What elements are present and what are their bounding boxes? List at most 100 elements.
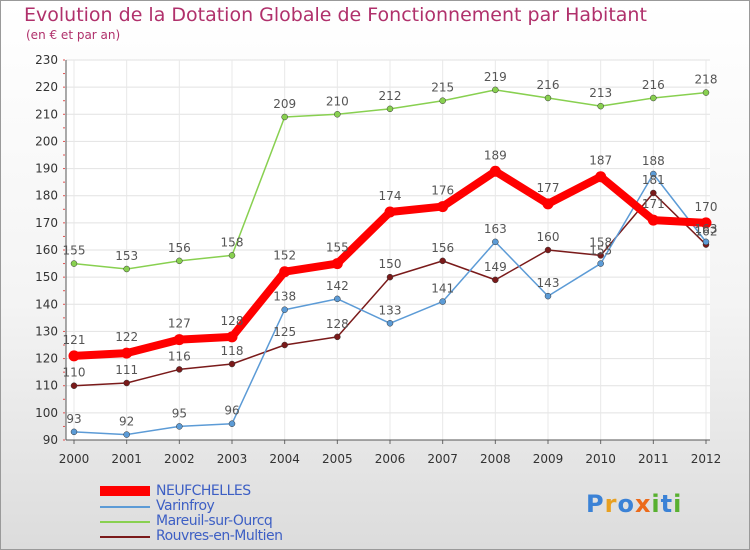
data-point <box>597 260 604 267</box>
y-tick-label: 110 <box>35 379 58 393</box>
data-label: 150 <box>379 257 402 271</box>
data-point <box>544 246 552 254</box>
x-tick-label: 2009 <box>533 452 564 466</box>
data-label: 176 <box>431 184 454 198</box>
x-tick-label: 2007 <box>427 452 458 466</box>
data-label: 121 <box>63 333 86 347</box>
x-tick-label: 2010 <box>585 452 616 466</box>
data-label: 216 <box>642 78 665 92</box>
data-point <box>281 341 288 349</box>
x-tick-label: 2008 <box>480 452 511 466</box>
data-label: 155 <box>589 244 612 258</box>
data-point <box>226 331 238 343</box>
data-point <box>68 350 80 362</box>
y-tick-label: 140 <box>35 297 58 311</box>
legend-swatch-varinfroy <box>100 506 150 508</box>
data-label: 110 <box>63 366 86 380</box>
y-tick-label: 160 <box>35 243 58 257</box>
data-label: 189 <box>484 148 507 162</box>
y-tick-label: 230 <box>35 53 58 67</box>
y-tick-label: 220 <box>35 80 58 94</box>
data-label: 155 <box>326 241 349 255</box>
data-label: 133 <box>379 303 402 317</box>
data-label: 125 <box>273 325 296 339</box>
y-tick-label: 130 <box>35 324 58 338</box>
data-label: 92 <box>119 415 134 429</box>
line-chart: 90 100 110 120 130 140 150 160 170 180 190 200 210 22… <box>35 53 722 466</box>
data-point <box>700 217 712 229</box>
data-label: 209 <box>273 97 296 111</box>
data-label: 218 <box>695 73 718 87</box>
data-label: 128 <box>221 314 244 328</box>
data-point <box>123 379 130 387</box>
x-tick-label: 2000 <box>59 452 90 466</box>
data-point <box>386 273 394 281</box>
data-label: 116 <box>168 349 191 363</box>
y-tick-label: 150 <box>35 270 58 284</box>
data-label: 156 <box>168 241 191 255</box>
data-label: 170 <box>695 200 718 214</box>
data-point <box>439 298 446 305</box>
y-tick-label: 100 <box>35 406 58 420</box>
data-point <box>437 201 449 213</box>
x-tick-label: 2012 <box>691 452 722 466</box>
data-point <box>176 366 183 373</box>
legend-swatch-mareuil-sur-ourcq <box>100 521 150 523</box>
legend-label-varinfroy: Varinfroy <box>156 498 215 514</box>
data-point <box>650 189 657 197</box>
data-label: 215 <box>431 81 454 95</box>
data-label: 95 <box>172 406 187 420</box>
data-point <box>176 423 183 430</box>
data-label: 156 <box>431 241 454 255</box>
logo-letter: o <box>617 490 635 518</box>
data-labels: 155 153 156 158 209 210 212 215 219 216 213 216 218 1… <box>63 70 718 429</box>
data-point <box>334 333 341 341</box>
data-point <box>123 265 130 273</box>
legend-label-neufchelles: NEUFCHELLES <box>156 483 251 499</box>
data-point <box>123 431 130 438</box>
y-tick-label: 180 <box>35 189 58 203</box>
data-label: 155 <box>63 244 86 258</box>
x-tick-label: 2005 <box>322 452 353 466</box>
data-label: 96 <box>224 404 239 418</box>
data-point <box>331 258 343 270</box>
logo-letter: i <box>651 490 661 518</box>
y-tick-label: 120 <box>35 352 58 366</box>
data-point <box>489 165 501 177</box>
logo-letter: P <box>586 490 605 518</box>
legend-label-rouvres-en-multien: Rouvres-en-Multien <box>156 528 283 544</box>
legend-label-mareuil-sur-ourcq: Mareuil-sur-Ourcq <box>156 513 273 529</box>
data-point <box>281 113 288 121</box>
x-tick-label: 2006 <box>375 452 406 466</box>
data-point <box>647 214 659 226</box>
x-tick-label: 2001 <box>111 452 142 466</box>
data-label: 118 <box>221 344 244 358</box>
data-label: 153 <box>115 249 138 263</box>
y-tick-label: 210 <box>35 107 58 121</box>
data-label: 181 <box>642 173 665 187</box>
data-label: 216 <box>537 78 560 92</box>
data-point <box>228 252 236 259</box>
legend-swatch-neufchelles <box>100 486 150 496</box>
y-tick-label: 200 <box>35 134 58 148</box>
chart-subtitle: (en € et par an) <box>26 28 121 42</box>
data-point <box>439 97 446 104</box>
data-label: 177 <box>537 181 560 195</box>
data-point <box>281 306 288 313</box>
data-point <box>542 198 554 210</box>
data-label: 212 <box>379 89 402 103</box>
data-label: 142 <box>326 279 349 293</box>
data-point <box>386 105 394 113</box>
data-label: 141 <box>431 282 454 296</box>
data-label: 127 <box>168 317 191 331</box>
data-label: 138 <box>273 290 296 304</box>
data-point <box>650 94 657 102</box>
data-point <box>597 252 604 259</box>
x-tick-label: 2002 <box>164 452 195 466</box>
data-point <box>173 334 185 346</box>
data-point <box>279 266 291 278</box>
y-tick-label: 90 <box>43 433 58 447</box>
data-point <box>176 257 183 265</box>
logo-letter: r <box>604 490 618 518</box>
data-point <box>492 86 499 94</box>
